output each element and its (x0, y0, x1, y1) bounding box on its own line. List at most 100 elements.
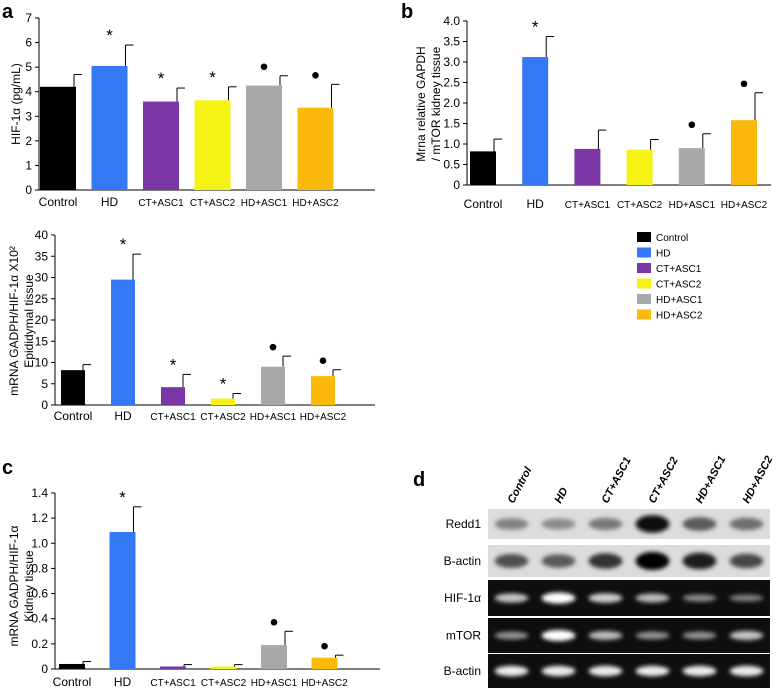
y-tick-label: 5 (41, 377, 48, 391)
significance-star: * (209, 68, 216, 87)
y-tick-label: 2.5 (443, 76, 460, 90)
blot-band (682, 631, 717, 640)
y-tick-label: 0 (41, 662, 48, 676)
y-tick-label: 5 (25, 60, 32, 74)
chart-mtor-kidney: 0 0.5 1.0 1.5 2.0 2.5 3.0 3.5 4.0 Control * HD CT+AS… (443, 14, 771, 211)
legend-label: HD+ASC2 (656, 311, 703, 322)
blot-band (682, 517, 717, 531)
y-tick-label: 15 (35, 334, 49, 348)
y-tick-label: 1 (25, 158, 32, 172)
y-tick-label: 25 (35, 292, 49, 306)
significance-dot (260, 63, 268, 71)
blot-band (541, 554, 576, 568)
y-tick-label: 0.4 (31, 612, 48, 626)
bar-control (61, 370, 85, 405)
x-category-label: CT+ASC1 (565, 200, 611, 211)
significance-dot (319, 357, 327, 365)
y-tick-label: 0.8 (31, 561, 48, 575)
bar-ct-asc1 (161, 387, 185, 405)
y-tick-label: 35 (35, 249, 49, 263)
x-category-label: CT+ASC2 (201, 678, 247, 689)
blot-band (494, 631, 529, 640)
x-category-label: CT+ASC1 (150, 412, 196, 423)
blot-column-header: HD+ASC1 (694, 454, 729, 505)
bar-hd (91, 65, 128, 190)
y-tick-label: 30 (35, 271, 49, 285)
significance-star: * (170, 355, 177, 374)
bar-ct-asc2 (210, 666, 237, 669)
blot-band (682, 594, 717, 602)
blot-band (682, 665, 717, 677)
blot-row-label: B-actin (444, 554, 481, 568)
bar-ct-asc2 (626, 149, 653, 185)
blot-band (635, 515, 670, 533)
blot-band (588, 593, 623, 603)
blot-band (494, 593, 529, 603)
x-category-label: Control (464, 197, 503, 211)
x-category-label: HD+ASC1 (250, 412, 297, 423)
blot-column-header: HD (553, 486, 571, 506)
y-tick-label: 2 (25, 134, 32, 148)
bar-ct-asc1 (160, 666, 186, 669)
legend-swatch (637, 294, 651, 304)
y-tick-label: 0 (453, 178, 460, 192)
bar-ct-asc2 (211, 398, 235, 405)
y-axis-label-c-line1: mRNA GADPH/HIF-1α (7, 525, 21, 646)
y-tick-label: 0.5 (443, 158, 460, 172)
blot-strip (488, 654, 770, 688)
blot-band (494, 518, 529, 530)
blot-band (729, 517, 764, 531)
blot-band (494, 665, 529, 677)
legend-swatch (637, 263, 651, 273)
bar-hd-asc2 (311, 657, 338, 669)
blot-column-header: HD+ASC2 (741, 454, 776, 505)
y-axis-label-a2-line1: mRNA GADPH/HIF-1α X10² (7, 246, 21, 396)
x-category-label: HD+ASC2 (721, 200, 768, 211)
significance-dot (312, 72, 319, 79)
x-category-label: HD+ASC2 (292, 198, 339, 209)
y-tick-label: 0 (25, 183, 32, 197)
significance-dot (321, 642, 328, 650)
x-category-label: HD+ASC1 (669, 200, 716, 211)
x-category-label: HD+ASC2 (300, 412, 347, 423)
x-category-label: HD (114, 675, 132, 689)
panel-letter-a: a (2, 1, 14, 23)
y-tick-label: 4.0 (443, 14, 460, 28)
bar-control (470, 151, 496, 185)
blot-row-label: HIF-1α (444, 591, 481, 605)
blot-band (729, 594, 764, 602)
blot-band (541, 665, 576, 677)
legend-swatch (637, 247, 651, 258)
panel-letter-b: b (401, 1, 413, 23)
significance-star: * (532, 18, 539, 37)
blot-column-header: Control (506, 464, 535, 505)
bar-hd-asc1 (261, 645, 287, 669)
y-axis-label-a2-line2: Epididymal tissue (22, 274, 36, 368)
bar-hd (109, 531, 136, 669)
x-category-label: HD+ASC1 (241, 198, 288, 209)
blot-band (588, 553, 623, 569)
blot-band (729, 553, 764, 569)
y-axis-label-c: mRNA GADPH/HIF-1α Kidney tissue (7, 525, 36, 646)
y-axis-label-a: HIF-1α (pg/mL) (9, 63, 23, 145)
x-category-label: CT+ASC2 (617, 200, 663, 211)
significance-star: * (158, 69, 165, 88)
y-tick-label: 0.6 (31, 587, 48, 601)
x-category-label: CT+ASC1 (150, 678, 196, 689)
significance-dot (688, 121, 696, 129)
chart-hif1a-serum: 0 1 2 3 4 5 6 7 Control * HD * CT+ASC1 * CT+ASC2 HD+ASC… (25, 11, 375, 209)
legend: Control HD CT+ASC1 CT+ASC2 HD+ASC1 HD+ASC2 (637, 232, 703, 322)
y-axis-label-b-line2: / mTOR kidney tissue (429, 46, 443, 161)
legend-label: CT+ASC2 (656, 280, 702, 291)
blot-band (729, 630, 764, 641)
blot-row-label: mTOR (446, 629, 481, 643)
significance-dot (270, 618, 278, 626)
blot-column-header: CT+ASC1 (600, 455, 634, 505)
x-category-label: HD+ASC1 (251, 678, 298, 689)
bar-ct-asc2 (194, 100, 231, 190)
y-tick-label: 3.5 (443, 35, 460, 49)
bar-ct-asc1 (574, 148, 601, 185)
blot-column-header: CT+ASC2 (647, 455, 681, 505)
significance-star: * (120, 235, 127, 254)
